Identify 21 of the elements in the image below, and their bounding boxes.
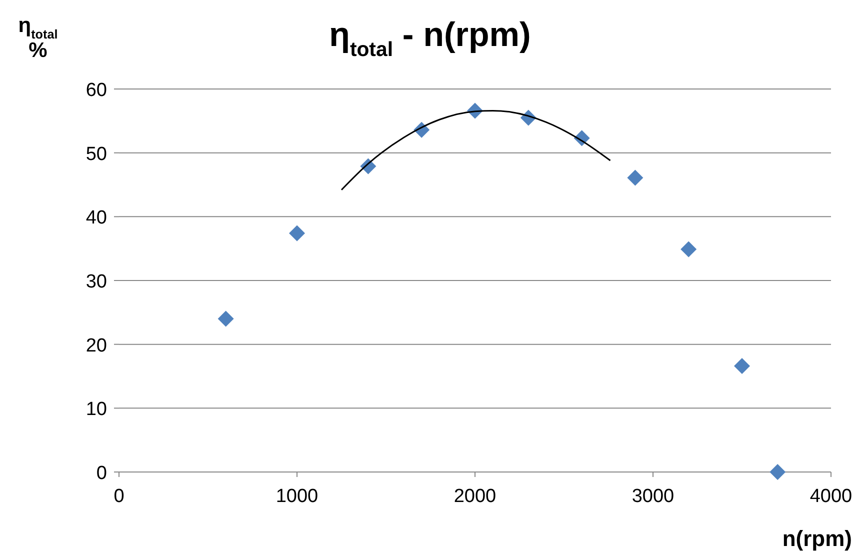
y-tick-label: 40 [86, 208, 107, 229]
y-tick-label: 50 [86, 144, 107, 165]
chart-title: η$_{total}$ - n(rpm) [329, 16, 531, 62]
point [680, 241, 697, 258]
point [770, 464, 786, 480]
y-tick-label: 0 [96, 463, 107, 484]
x-tick-label: 1000 [276, 486, 318, 507]
x-tick-label: 0 [114, 486, 124, 507]
point [627, 170, 644, 186]
point [289, 225, 305, 242]
y-tick-label: 60 [86, 80, 107, 101]
x-tick-label: 2000 [454, 486, 496, 507]
x-axis-title: n(rpm) [782, 526, 852, 551]
x-tick-label: 3000 [632, 486, 674, 507]
y-axis-title: η$_{total}$ % [18, 14, 58, 62]
point [218, 310, 234, 327]
y-tick-label: 20 [86, 335, 107, 356]
point [734, 358, 750, 374]
y-tick-label: 10 [86, 399, 107, 420]
y-tick-label: 30 [86, 272, 107, 292]
x-tick-label: 4000 [810, 486, 852, 507]
